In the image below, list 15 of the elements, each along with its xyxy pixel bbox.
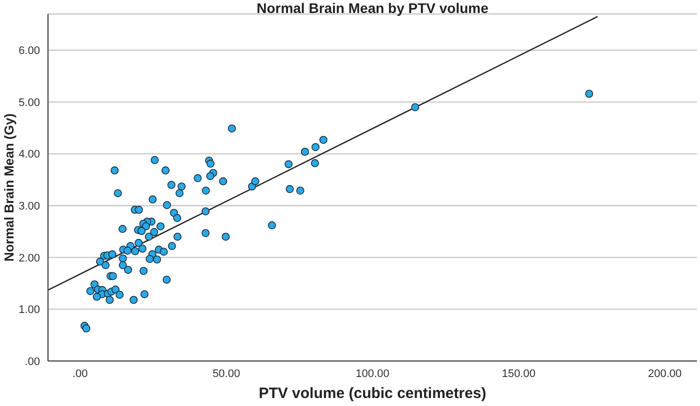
- x-tick-label: 100.00: [356, 368, 390, 380]
- y-tick-label: 6.00: [18, 45, 40, 58]
- x-tick-label: 150.00: [502, 368, 536, 380]
- x-tick-label: 200.00: [648, 368, 682, 380]
- y-tick-label: 5.00: [18, 96, 40, 109]
- y-tick-label: 4.00: [18, 148, 40, 161]
- y-tick-label: 3.00: [18, 200, 40, 213]
- x-tick-label: .00: [72, 368, 88, 380]
- y-tick-label: .00: [24, 356, 40, 368]
- y-axis-title: Normal Brain Mean (Gy): [2, 113, 17, 262]
- chart-title: Normal Brain Mean by PTV volume: [256, 0, 490, 16]
- x-tick-label: 50.00: [212, 368, 240, 380]
- y-tick-label: 2.00: [18, 252, 40, 264]
- y-tick-label: 1.00: [18, 304, 40, 316]
- x-axis-title: PTV volume (cubic centimetres): [258, 385, 486, 402]
